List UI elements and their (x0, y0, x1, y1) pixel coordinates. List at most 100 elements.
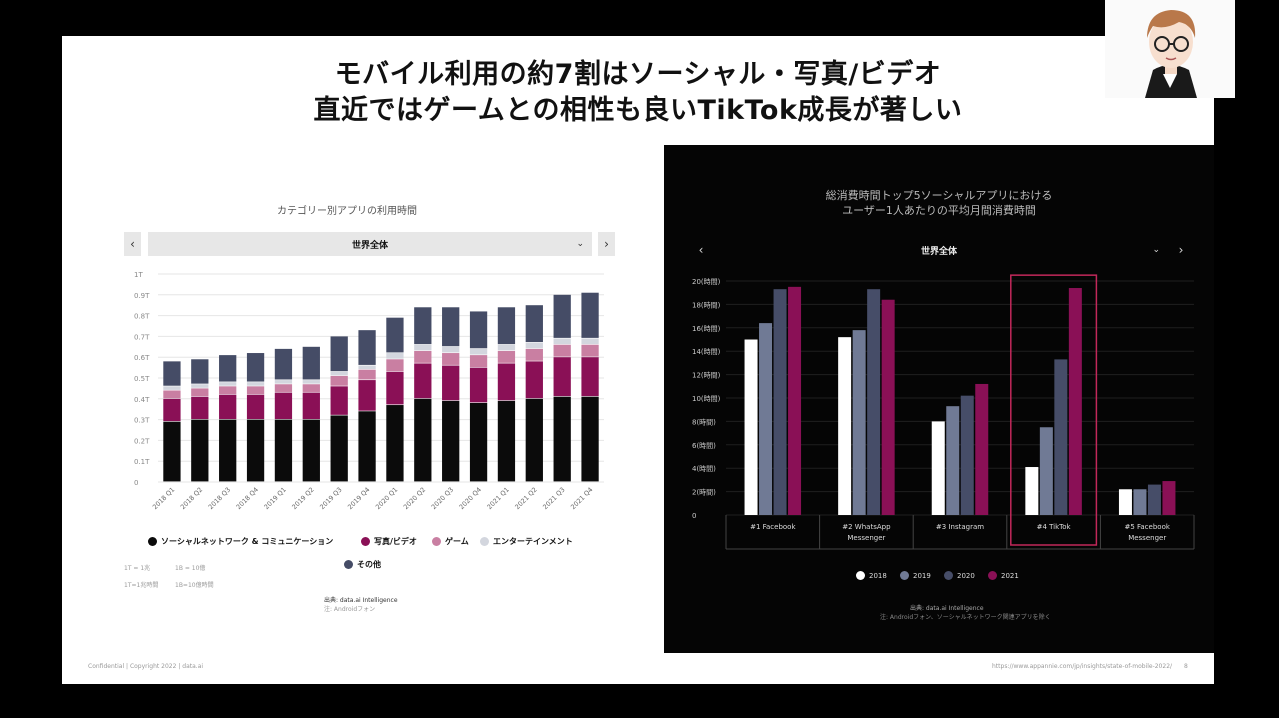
right-prev-button[interactable]: ‹ (694, 241, 708, 259)
bar-segment (553, 294, 571, 338)
legend-swatch (944, 571, 953, 580)
legend-item-2021: 2021 (988, 571, 1019, 580)
chevron-left-icon: ‹ (698, 243, 704, 257)
bar-segment (302, 346, 320, 380)
highlight-box (1010, 274, 1098, 546)
bar-segment (274, 348, 293, 380)
bar-segment (386, 359, 404, 372)
bar-segment (274, 392, 293, 419)
bar-segment (497, 350, 516, 363)
bar-segment (469, 348, 488, 355)
right-region-select[interactable]: 世界全体 ⌄ (712, 241, 1166, 259)
right-grouped-bar-chart: 0 2(時間) 4(時間) 6(時間) 8(時間) 10(時間) 12(時間) 14(時間) 1… (692, 274, 1195, 550)
bar-segment (386, 317, 404, 353)
bar (1147, 484, 1161, 515)
bar-segment (469, 355, 488, 367)
bar-segment (525, 342, 543, 349)
x-tick-label: 2019 Q4 (346, 486, 371, 511)
left-next-button[interactable]: › (598, 232, 615, 256)
bar-segment (525, 361, 543, 399)
bar (759, 323, 773, 515)
legend-item-photo: 写真/ビデオ (361, 536, 417, 547)
right-region-label: 世界全体 (920, 246, 957, 257)
bar-segment (581, 357, 599, 397)
bar-segment (246, 353, 265, 382)
y-tick-label: 0.6T (134, 354, 150, 362)
bar-segment (163, 361, 181, 386)
chevron-down-icon: ⌄ (1152, 245, 1160, 255)
bar (1054, 359, 1068, 515)
legend-label: エンターテインメント (493, 537, 573, 546)
page-number: 8 (1184, 663, 1188, 670)
bar-segment (246, 382, 265, 386)
bar-segment (497, 363, 516, 401)
chevron-right-icon: › (604, 237, 609, 251)
y-tick-label: 0 (134, 479, 138, 487)
y-tick-label: 0.3T (134, 417, 150, 425)
bar-segment (302, 392, 320, 419)
bar-segment (442, 365, 460, 401)
note-1: 1T = 1兆 (124, 565, 151, 572)
bar-segment (274, 384, 293, 392)
chevron-down-icon: ⌄ (576, 239, 584, 249)
legend-label: 写真/ビデオ (374, 537, 417, 546)
left-region-label: 世界全体 (351, 240, 388, 251)
bar-segment (469, 311, 488, 349)
footer-copyright: Confidential | Copyright 2022 | data.ai (88, 663, 204, 670)
bar-segment (246, 419, 265, 482)
bar-segment (163, 386, 181, 390)
right-source-note: 注: Androidフォン、ソーシャルネットワーク関連アプリを除く (880, 614, 1051, 621)
y-tick-label: 0.9T (134, 292, 150, 300)
legend-swatch (900, 571, 909, 580)
bar-segment (414, 344, 432, 351)
bar-segment (358, 369, 376, 380)
bar-segment (525, 348, 543, 361)
note-2: 1B = 10億 (175, 565, 206, 572)
x-tick-label: 2020 Q4 (458, 486, 483, 511)
right-next-button[interactable]: › (1174, 241, 1188, 259)
bar-segment (358, 411, 376, 482)
bar-segment (497, 400, 516, 482)
legend-swatch (361, 537, 370, 546)
legend-label: 2019 (913, 571, 931, 580)
left-region-select[interactable]: 世界全体 ⌄ (148, 232, 592, 256)
slide-title-line2: 直近ではゲームとの相性も良いTikTok成長が著しい (313, 95, 963, 126)
x-tick-label: 2020 Q2 (402, 486, 427, 511)
bar-segment (525, 398, 543, 482)
bar-segment (274, 380, 293, 384)
bar-segment (330, 415, 348, 482)
bar-segment (274, 419, 293, 482)
bar-segment (386, 353, 404, 359)
bar-segment (553, 396, 571, 482)
y-tick-label: 0 (692, 512, 696, 520)
bar (931, 421, 945, 515)
bar (744, 339, 758, 515)
note-3: 1T=1兆時間 (124, 582, 159, 589)
bar-segment (191, 359, 209, 384)
right-chart-title-line2: ユーザー1人あたりの平均月間消費時間 (842, 204, 1036, 217)
x-tick-label: 2021 Q3 (541, 486, 566, 511)
bar-segment (302, 419, 320, 482)
bar-segment (581, 344, 599, 357)
y-tick-label: 14(時間) (692, 348, 721, 356)
bar-segment (553, 344, 571, 357)
x-tick-label: Messenger (847, 534, 885, 542)
bar-segment (386, 405, 404, 482)
legend-swatch (148, 537, 157, 546)
bar-segment (191, 384, 209, 388)
bar-segment (553, 357, 571, 397)
footer-url[interactable]: https://www.appannie.com/jp/insights/sta… (992, 663, 1173, 670)
bar (975, 383, 989, 515)
legend-item-2020: 2020 (944, 571, 975, 580)
slide-title-line1: モバイル利用の約7割はソーシャル・写真/ビデオ (334, 59, 942, 90)
legend-label: ゲーム (445, 537, 469, 546)
bar-segment (191, 396, 209, 419)
bar-segment (330, 371, 348, 376)
left-source: 出典: data.ai Intelligence (324, 597, 398, 604)
legend-swatch (344, 560, 353, 569)
legend-item-entertainment: エンターテインメント (480, 536, 573, 547)
left-prev-button[interactable]: ‹ (124, 232, 141, 256)
bar-segment (414, 350, 432, 363)
bar-segment (219, 394, 237, 419)
bar-segment (219, 419, 237, 482)
